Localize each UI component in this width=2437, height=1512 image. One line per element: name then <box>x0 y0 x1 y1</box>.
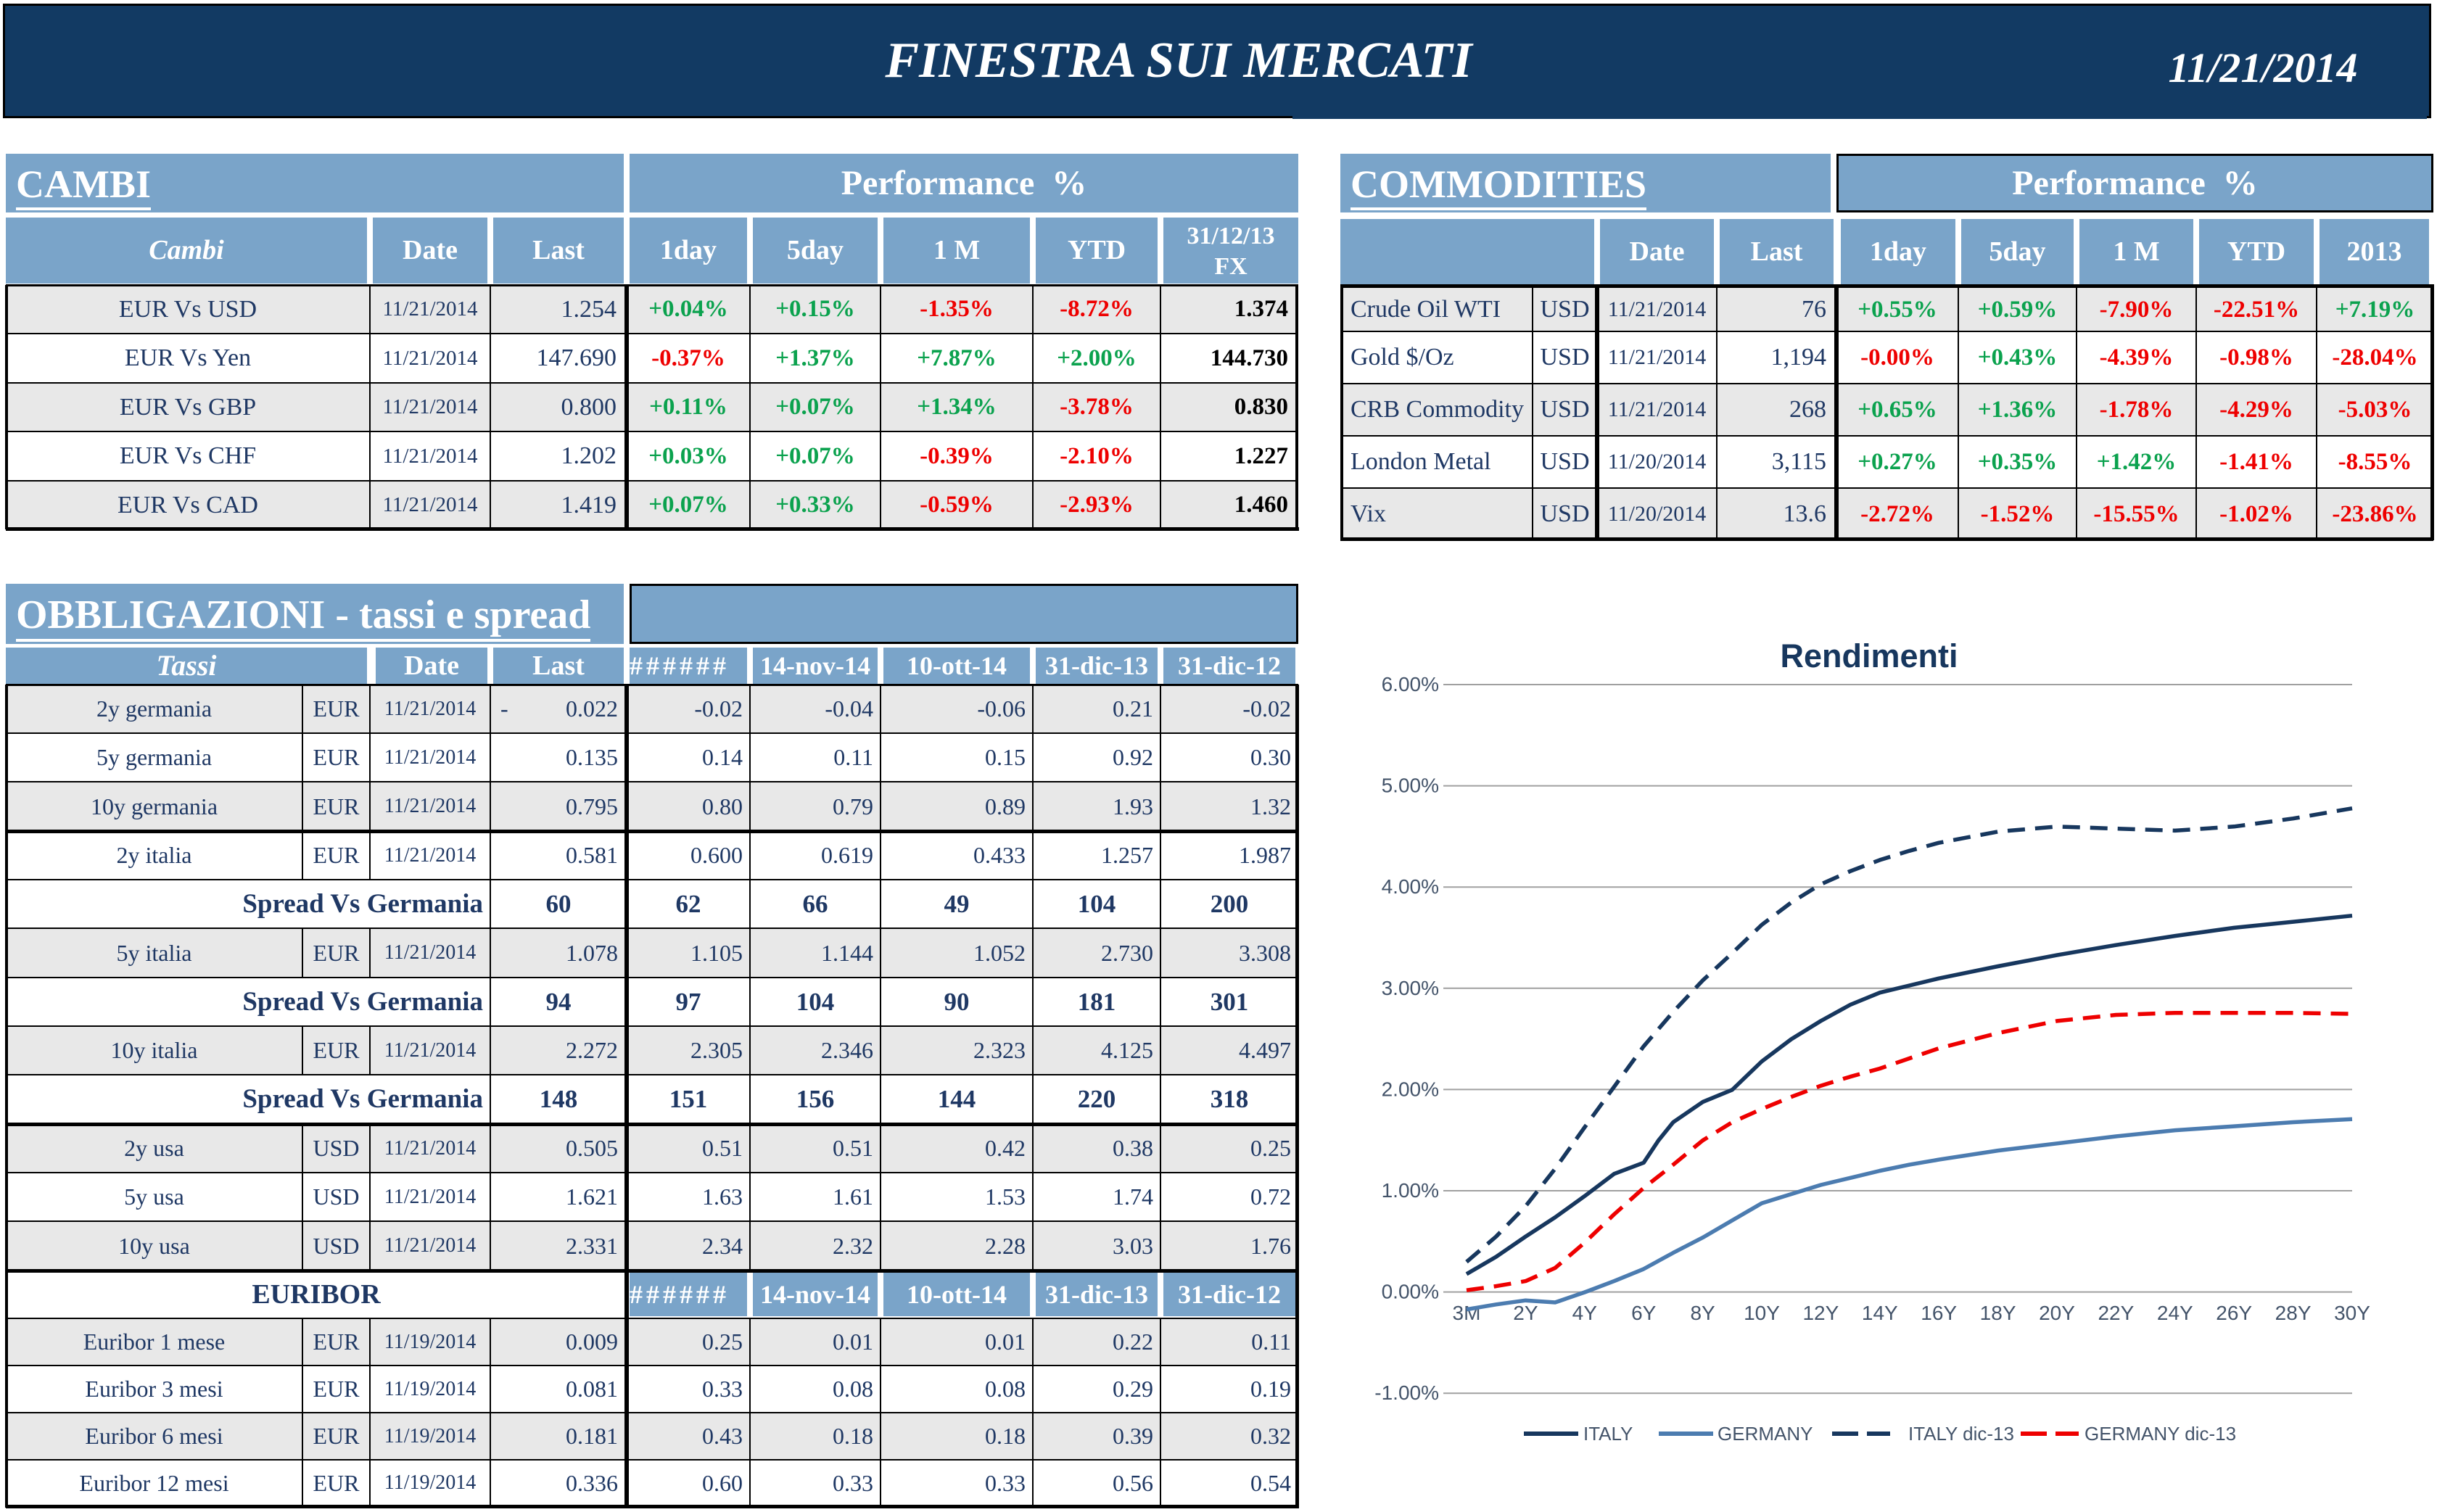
svg-text:3M: 3M <box>1453 1302 1481 1324</box>
svg-text:16Y: 16Y <box>1921 1302 1957 1324</box>
svg-text:1.00%: 1.00% <box>1382 1179 1439 1202</box>
svg-text:14Y: 14Y <box>1862 1302 1898 1324</box>
svg-text:ITALY dic-13: ITALY dic-13 <box>1908 1423 2014 1445</box>
svg-text:4.00%: 4.00% <box>1382 875 1439 898</box>
svg-text:4Y: 4Y <box>1572 1302 1598 1324</box>
svg-text:30Y: 30Y <box>2334 1302 2370 1324</box>
svg-text:2.00%: 2.00% <box>1382 1078 1439 1100</box>
svg-text:0.00%: 0.00% <box>1382 1281 1439 1303</box>
svg-text:26Y: 26Y <box>2216 1302 2252 1324</box>
svg-text:6Y: 6Y <box>1631 1302 1657 1324</box>
svg-text:Rendimenti: Rendimenti <box>1780 637 1958 674</box>
svg-text:GERMANY: GERMANY <box>1718 1423 1813 1445</box>
svg-text:10Y: 10Y <box>1744 1302 1780 1324</box>
svg-text:3.00%: 3.00% <box>1382 977 1439 999</box>
svg-text:6.00%: 6.00% <box>1382 673 1439 695</box>
svg-text:12Y: 12Y <box>1802 1302 1839 1324</box>
svg-text:28Y: 28Y <box>2275 1302 2312 1324</box>
svg-text:20Y: 20Y <box>2039 1302 2075 1324</box>
svg-text:5.00%: 5.00% <box>1382 774 1439 797</box>
svg-text:18Y: 18Y <box>1980 1302 2016 1324</box>
svg-text:GERMANY dic-13: GERMANY dic-13 <box>2085 1423 2236 1445</box>
svg-text:22Y: 22Y <box>2098 1302 2134 1324</box>
svg-text:2Y: 2Y <box>1513 1302 1538 1324</box>
svg-text:ITALY: ITALY <box>1583 1423 1633 1445</box>
svg-text:24Y: 24Y <box>2157 1302 2193 1324</box>
svg-text:8Y: 8Y <box>1690 1302 1715 1324</box>
svg-text:-1.00%: -1.00% <box>1374 1381 1439 1404</box>
